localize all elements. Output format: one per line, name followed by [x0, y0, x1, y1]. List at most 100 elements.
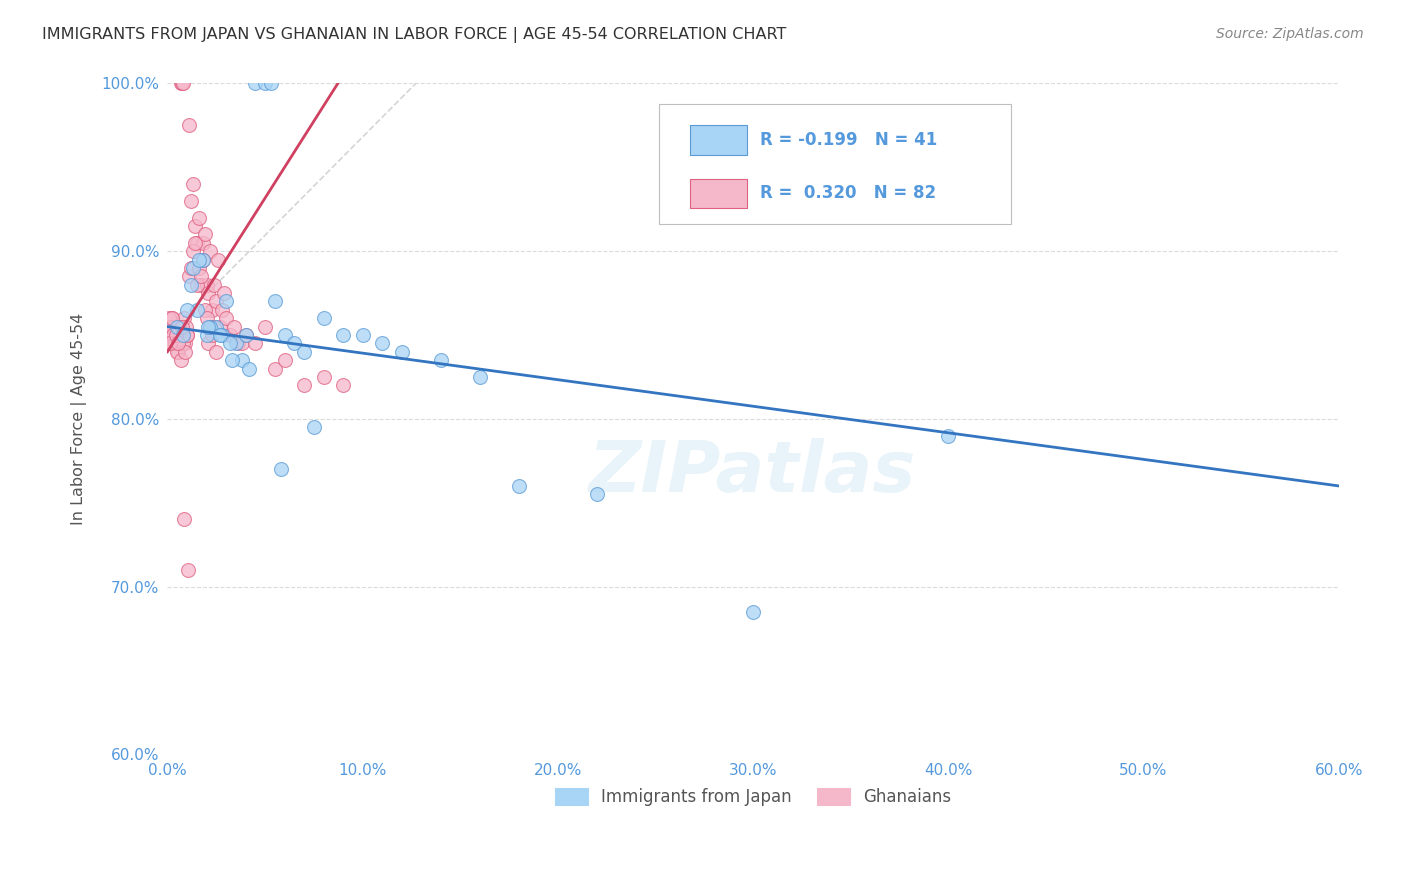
Point	[166, 328, 188, 343]
Point	[167, 319, 190, 334]
Point	[176, 328, 198, 343]
Point	[231, 336, 253, 351]
Point	[205, 319, 228, 334]
Point	[162, 328, 184, 343]
Point	[159, 336, 181, 351]
Point	[302, 420, 325, 434]
Text: Source: ZipAtlas.com: Source: ZipAtlas.com	[1216, 27, 1364, 41]
Point	[209, 319, 232, 334]
Point	[936, 428, 959, 442]
Point	[190, 277, 212, 292]
Point	[173, 512, 195, 526]
Point	[332, 378, 354, 392]
Point	[200, 319, 222, 334]
Point	[202, 277, 225, 292]
Point	[245, 336, 267, 351]
Point	[429, 353, 451, 368]
Point	[190, 269, 212, 284]
Point	[312, 370, 335, 384]
Point	[180, 194, 202, 208]
Point	[508, 479, 530, 493]
Point	[195, 311, 218, 326]
Point	[215, 311, 238, 326]
Point	[245, 77, 267, 91]
Text: R = -0.199   N = 41: R = -0.199 N = 41	[761, 131, 938, 149]
Point	[163, 319, 186, 334]
Point	[173, 311, 195, 326]
Point	[170, 77, 193, 91]
Point	[332, 328, 354, 343]
Point	[172, 319, 194, 334]
Point	[254, 319, 277, 334]
Point	[211, 328, 233, 343]
Point	[231, 353, 253, 368]
Point	[195, 328, 218, 343]
Point	[184, 235, 207, 250]
Point	[181, 244, 204, 259]
Point	[263, 294, 285, 309]
Point	[177, 563, 200, 577]
Point	[200, 244, 222, 259]
Point	[222, 319, 245, 334]
Point	[371, 336, 394, 351]
Point	[391, 344, 413, 359]
Point	[292, 378, 315, 392]
Point	[283, 336, 305, 351]
Point	[191, 235, 214, 250]
Point	[172, 77, 194, 91]
Point	[201, 328, 224, 343]
Point	[586, 487, 609, 501]
Point	[165, 328, 187, 343]
Point	[187, 260, 209, 275]
Point	[180, 260, 202, 275]
Point	[254, 77, 277, 91]
Point	[197, 286, 219, 301]
Point	[159, 328, 181, 343]
Point	[166, 319, 188, 334]
Point	[184, 219, 207, 233]
Point	[177, 269, 200, 284]
Point	[162, 328, 184, 343]
Point	[162, 311, 184, 326]
Point	[180, 277, 202, 292]
Point	[238, 361, 260, 376]
Point	[312, 311, 335, 326]
Point	[235, 328, 257, 343]
Point	[186, 277, 208, 292]
Point	[352, 328, 374, 343]
Point	[169, 328, 191, 343]
Point	[172, 77, 194, 91]
Point	[235, 328, 257, 343]
Point	[273, 353, 295, 368]
Point	[205, 344, 228, 359]
Point	[187, 211, 209, 225]
Point	[172, 328, 194, 343]
Point	[193, 302, 215, 317]
Point	[205, 294, 228, 309]
Point	[191, 252, 214, 267]
Point	[201, 302, 224, 317]
Point	[207, 252, 229, 267]
Point	[209, 328, 232, 343]
Point	[167, 319, 190, 334]
Text: IMMIGRANTS FROM JAPAN VS GHANAIAN IN LABOR FORCE | AGE 45-54 CORRELATION CHART: IMMIGRANTS FROM JAPAN VS GHANAIAN IN LAB…	[42, 27, 786, 43]
Point	[176, 328, 198, 343]
Point	[263, 361, 285, 376]
Point	[187, 252, 209, 267]
FancyBboxPatch shape	[690, 178, 747, 208]
Point	[191, 252, 214, 267]
Point	[219, 336, 242, 351]
Point	[197, 336, 219, 351]
Point	[176, 302, 198, 317]
Point	[468, 370, 491, 384]
Point	[292, 344, 315, 359]
Point	[165, 336, 187, 351]
Text: R =  0.320   N = 82: R = 0.320 N = 82	[761, 185, 936, 202]
Point	[270, 462, 292, 476]
Point	[215, 294, 238, 309]
Point	[172, 336, 194, 351]
Point	[202, 319, 225, 334]
Point	[157, 319, 180, 334]
Point	[166, 344, 188, 359]
Point	[174, 344, 197, 359]
